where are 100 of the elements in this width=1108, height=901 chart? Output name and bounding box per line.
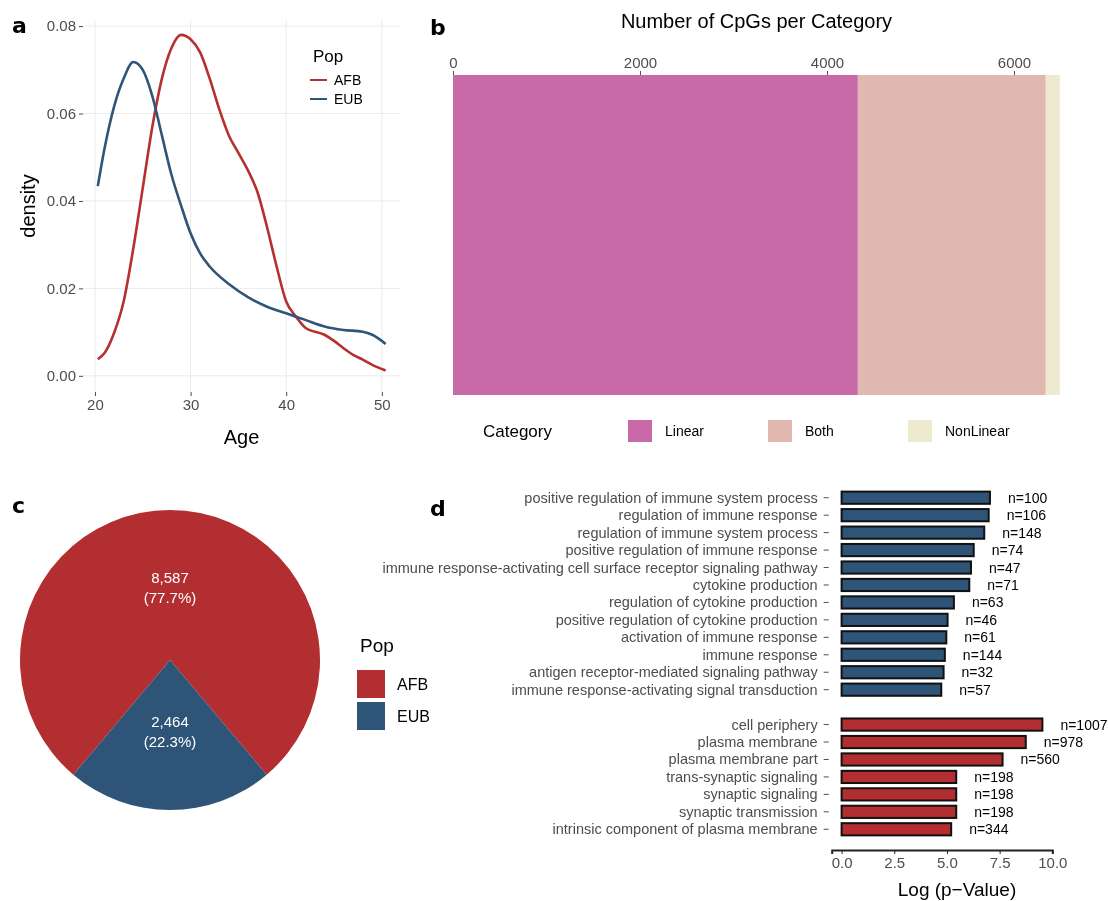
y-tick-label: immune response bbox=[702, 646, 818, 663]
annotation: n=74 bbox=[991, 542, 1024, 559]
data-label: 8,587 (77.7%) bbox=[143, 569, 197, 606]
y-tick-label: 0.02 bbox=[46, 279, 76, 297]
y-tick-label: cytokine production bbox=[692, 576, 818, 593]
x-tick-label: 5.0 bbox=[937, 853, 958, 871]
annotation: n=106 bbox=[1006, 507, 1047, 524]
y-tick-label: cell periphery bbox=[731, 716, 819, 733]
bar bbox=[840, 612, 949, 627]
bar bbox=[840, 577, 971, 593]
chart-title: Number of CpGs per Category bbox=[620, 10, 893, 32]
x-tick-label: 4000 bbox=[810, 54, 845, 71]
bar bbox=[840, 560, 972, 575]
legend-label: AFB bbox=[334, 72, 362, 88]
y-tick-label: 0.04 bbox=[46, 192, 76, 210]
text: a bbox=[12, 13, 27, 38]
legend-label: Linear bbox=[665, 423, 705, 439]
y-tick-label: regulation of immune response bbox=[618, 507, 818, 524]
x-tick-label: 50 bbox=[373, 395, 391, 413]
legend-label: EUB bbox=[397, 708, 430, 725]
y-tick-label: antigen receptor-mediated signaling pathway bbox=[529, 664, 819, 681]
bar bbox=[840, 630, 948, 645]
annotation: n=1007 bbox=[1060, 716, 1108, 733]
bar bbox=[840, 665, 945, 680]
y-tick-label: activation of immune response bbox=[621, 629, 818, 646]
bar bbox=[840, 682, 943, 697]
y-tick-label: regulation of immune system process bbox=[577, 524, 818, 541]
annotation: n=100 bbox=[1007, 489, 1048, 506]
y-tick-label: synaptic transmission bbox=[679, 803, 818, 820]
y-tick-label: immune response-activating cell surface receptor signaling pathway bbox=[382, 559, 819, 576]
bar bbox=[840, 822, 953, 837]
x-axis-title: Age bbox=[223, 426, 260, 448]
annotation: n=47 bbox=[988, 559, 1021, 576]
x-tick-label: 2.5 bbox=[884, 853, 906, 871]
y-tick-label: plasma membrane bbox=[697, 734, 818, 751]
bar bbox=[840, 542, 975, 558]
bar bbox=[840, 647, 946, 662]
annotation: n=61 bbox=[964, 629, 997, 646]
x-tick-label: 0.0 bbox=[831, 853, 853, 871]
y-tick-label: immune response-activating signal transduction bbox=[511, 681, 818, 698]
y-tick-label: positive regulation of cytokine production bbox=[555, 611, 818, 628]
bar bbox=[840, 717, 1044, 732]
bar bbox=[1045, 75, 1060, 395]
x-tick-label: 0 bbox=[449, 54, 458, 71]
bar bbox=[840, 769, 958, 785]
legend-label: AFB bbox=[397, 676, 429, 693]
y-tick-label: 0.08 bbox=[46, 17, 76, 35]
y-axis-title: density bbox=[17, 174, 39, 238]
x-axis-title: Log (p−Value) bbox=[897, 879, 1017, 900]
y-tick-label: 0.06 bbox=[46, 104, 76, 122]
legend-title: Category bbox=[483, 422, 553, 441]
bar bbox=[840, 734, 1027, 750]
x-tick-label: 6000 bbox=[997, 54, 1032, 71]
annotation: n=560 bbox=[1020, 751, 1061, 768]
legend-label: Both bbox=[805, 423, 834, 439]
bar bbox=[840, 804, 958, 819]
bar bbox=[840, 525, 986, 540]
bar bbox=[840, 752, 1004, 767]
annotation: n=63 bbox=[971, 594, 1004, 611]
annotation: n=978 bbox=[1043, 734, 1084, 751]
x-tick-label: 30 bbox=[182, 395, 200, 413]
y-tick-label: plasma membrane part bbox=[668, 751, 818, 768]
data-label: 2,464 (22.3%) bbox=[143, 713, 197, 750]
bar bbox=[840, 508, 990, 523]
y-tick-label: trans-synaptic signaling bbox=[666, 768, 818, 785]
legend-title: Pop bbox=[360, 635, 394, 656]
annotation: n=46 bbox=[965, 611, 998, 628]
bar bbox=[857, 75, 1046, 395]
x-tick-label: 20 bbox=[87, 395, 104, 413]
annotation: n=198 bbox=[974, 803, 1014, 820]
legend-label: NonLinear bbox=[945, 423, 1010, 439]
legend-label: EUB bbox=[334, 91, 363, 107]
line-series bbox=[96, 33, 387, 372]
annotation: n=148 bbox=[1002, 524, 1042, 541]
text: d bbox=[430, 496, 446, 521]
y-tick-label: regulation of cytokine production bbox=[608, 594, 818, 611]
x-tick-label: 10.0 bbox=[1038, 853, 1068, 871]
bar bbox=[840, 595, 955, 610]
text: c bbox=[12, 493, 26, 518]
annotation: n=198 bbox=[974, 768, 1014, 785]
y-tick-label: positive regulation of immune system process bbox=[524, 489, 818, 506]
y-tick-label: 0.00 bbox=[46, 367, 76, 385]
text: b bbox=[430, 15, 446, 40]
annotation: n=57 bbox=[959, 681, 992, 698]
annotation: n=71 bbox=[987, 576, 1020, 593]
pie-slice bbox=[73, 660, 267, 810]
bar bbox=[840, 490, 991, 505]
y-tick-label: positive regulation of immune response bbox=[565, 542, 818, 559]
x-tick-label: 40 bbox=[278, 395, 296, 413]
annotation: n=144 bbox=[962, 646, 1003, 663]
x-tick-label: 2000 bbox=[623, 54, 658, 71]
annotation: n=32 bbox=[961, 664, 994, 681]
legend-title: Pop bbox=[313, 47, 344, 66]
annotation: n=198 bbox=[974, 786, 1014, 803]
annotation: n=344 bbox=[969, 821, 1009, 838]
x-tick-label: 7.5 bbox=[989, 853, 1011, 871]
y-tick-label: intrinsic component of plasma membrane bbox=[552, 821, 818, 838]
bar bbox=[453, 75, 858, 395]
bar bbox=[840, 787, 958, 802]
y-tick-label: synaptic signaling bbox=[703, 786, 818, 803]
